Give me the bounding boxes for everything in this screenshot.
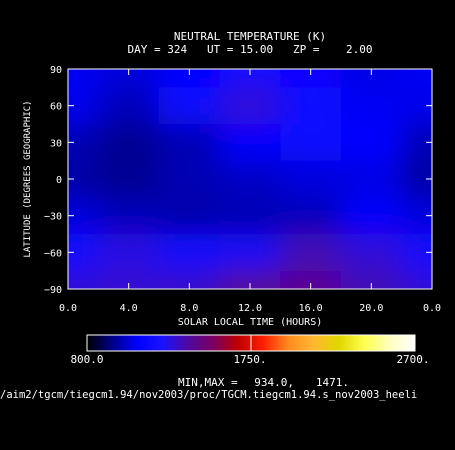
colorbar-min-label: 800.0	[70, 353, 103, 366]
x-axis: 0.0 4.0 8.0 12.0 16.0 20.0 0.0	[59, 69, 441, 314]
y-tick-label: 30	[50, 138, 62, 149]
heatmap-cell	[280, 87, 342, 125]
heatmap-cell	[280, 197, 342, 235]
heatmap-cell	[98, 197, 160, 235]
heatmap-cell	[341, 197, 403, 235]
minmax-label: MIN,MAX =	[178, 376, 238, 389]
heatmap-cell	[219, 160, 281, 198]
y-axis: 90 60 30 0 −30 −60 −90	[44, 65, 432, 296]
heatmap-cell	[68, 69, 99, 88]
heatmap-cell	[98, 87, 160, 125]
y-tick-label: 60	[50, 102, 62, 113]
heatmap-cell	[280, 124, 342, 162]
heatmap-cell	[280, 160, 342, 198]
x-tick-label: 20.0	[359, 303, 383, 314]
min-value: 934.0,	[254, 376, 294, 389]
y-tick-label: −60	[44, 248, 62, 259]
heatmap-cell	[219, 124, 281, 162]
heatmap-cell	[341, 69, 403, 88]
x-axis-label: SOLAR LOCAL TIME (HOURS)	[178, 317, 323, 328]
heatmap-cell	[401, 270, 432, 289]
heatmap-cell	[98, 124, 160, 162]
heatmap-cell	[159, 197, 221, 235]
x-tick-label: 0.0	[59, 303, 77, 314]
heatmap-cell	[341, 160, 403, 198]
heatmap-cell	[219, 87, 281, 125]
heatmap-cell	[401, 69, 432, 88]
heatmap-cell	[280, 234, 342, 272]
heatmap-cell	[341, 124, 403, 162]
colorbar-mid-label: 1750.	[233, 353, 266, 366]
heatmap-cell	[159, 69, 221, 88]
heatmap-cells	[68, 69, 432, 289]
heatmap-cell	[219, 270, 281, 289]
heatmap-cell	[341, 87, 403, 125]
file-path: /aim2/tgcm/tiegcm1.94/nov2003/proc/TGCM.…	[0, 389, 417, 401]
heatmap-cell	[159, 124, 221, 162]
chart-title: NEUTRAL TEMPERATURE (K)	[174, 30, 326, 43]
heatmap-cell	[159, 87, 221, 125]
y-tick-label: −30	[44, 212, 62, 223]
heatmap-cell	[280, 69, 342, 88]
heatmap-cell	[219, 234, 281, 272]
x-tick-label: 8.0	[180, 303, 198, 314]
heatmap-cell	[219, 197, 281, 235]
chart-subtitle: DAY = 324 UT = 15.00 ZP = 2.00	[127, 43, 372, 56]
heatmap-cell	[159, 234, 221, 272]
heatmap-cell	[341, 270, 403, 289]
y-tick-label: 90	[50, 65, 62, 76]
heatmap-cell	[280, 270, 342, 289]
heatmap-cell	[341, 234, 403, 272]
x-tick-label: 4.0	[120, 303, 138, 314]
max-value: 1471.	[316, 376, 349, 389]
x-tick-label: 0.0	[423, 303, 441, 314]
y-tick-label: −90	[44, 285, 62, 296]
heatmap-cell	[68, 160, 99, 198]
y-tick-label: 0	[56, 175, 62, 186]
heatmap-cell	[68, 270, 99, 289]
heatmap-cell	[219, 69, 281, 88]
heatmap-cell	[159, 160, 221, 198]
heatmap-cell	[98, 234, 160, 272]
heatmap-cell	[98, 160, 160, 198]
colorbar-max-label: 2700.	[396, 353, 429, 366]
heatmap-cell	[159, 270, 221, 289]
x-tick-label: 12.0	[238, 303, 262, 314]
x-tick-label: 16.0	[299, 303, 323, 314]
heatmap-cell	[98, 69, 160, 88]
y-axis-label: LATITUDE (DEGREES GEOGRAPHIC)	[23, 100, 33, 257]
heatmap-cell	[98, 270, 160, 289]
